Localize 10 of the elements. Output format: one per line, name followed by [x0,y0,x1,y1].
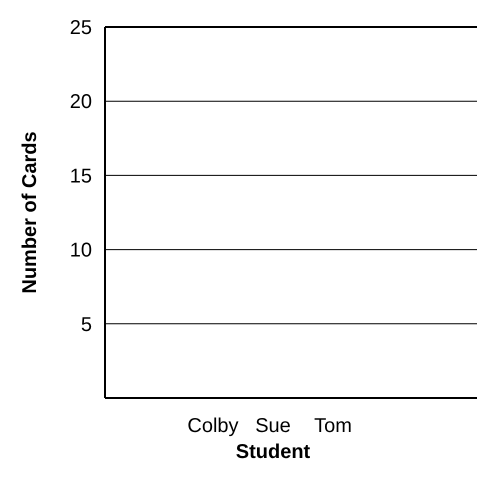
x-tick-label: Tom [314,415,352,437]
y-tick-label: 15 [70,165,92,188]
y-axis-title: Number of Cards [19,131,41,294]
y-tick-label: 20 [70,91,92,114]
y-tick-label: 10 [70,240,92,262]
y-tick-label: 5 [80,314,92,336]
x-axis-title: Student [236,441,311,463]
y-tick-label: 25 [70,17,92,39]
x-tick-label: Sue [255,415,291,437]
x-tick-label: Colby [187,415,239,437]
